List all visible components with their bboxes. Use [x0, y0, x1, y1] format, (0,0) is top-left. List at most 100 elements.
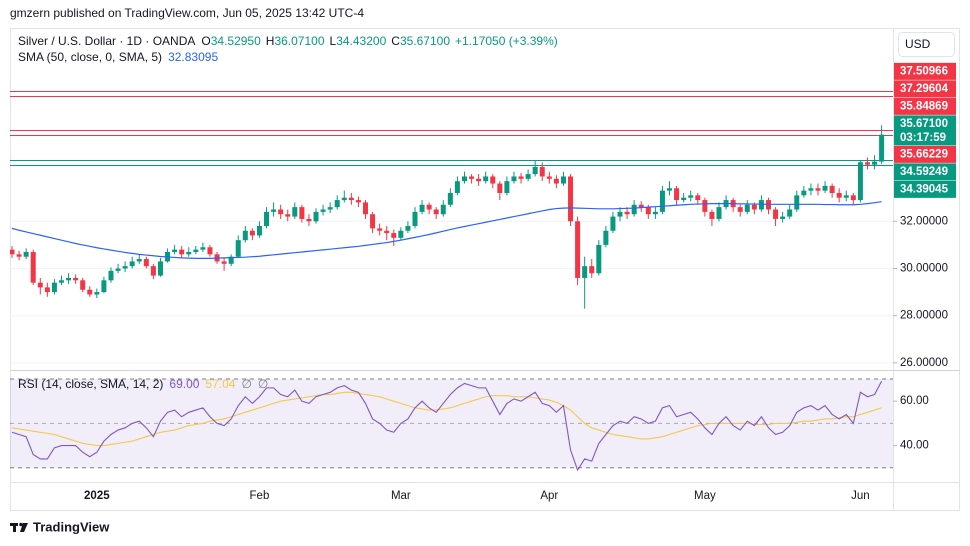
candle-body	[539, 167, 545, 177]
candle-body	[306, 218, 312, 222]
currency-button[interactable]	[898, 32, 955, 57]
y-tick-label: 30.00000	[900, 263, 948, 275]
rsi-line	[11, 380, 883, 472]
candle-body	[469, 176, 475, 179]
price-label: 37.50966	[900, 65, 948, 77]
candle-body	[285, 214, 291, 217]
price-label: 03:17:59	[900, 132, 946, 144]
logo-part	[19, 522, 23, 527]
candle-body	[384, 230, 390, 234]
candle-body	[242, 230, 248, 241]
candle-body	[560, 176, 566, 184]
price-label-box	[894, 62, 956, 80]
candle-body	[568, 176, 574, 222]
candle-body	[66, 277, 72, 281]
candle-body	[271, 209, 277, 212]
symbol-title: Silver / U.S. Dollar · 1D · OANDA	[18, 34, 195, 48]
candle-body	[518, 176, 524, 179]
candle-body	[454, 181, 460, 193]
candle-body	[702, 200, 708, 212]
ohlc-key: O	[201, 34, 210, 48]
price-change: +1.17050 (+3.39%)	[455, 34, 558, 48]
ohlc-value: 34.52950	[211, 34, 261, 48]
y-tick-label: 32.00000	[900, 215, 948, 227]
indicator-na: ∅	[241, 377, 251, 391]
candle-body	[659, 190, 665, 212]
candle-body	[200, 247, 206, 250]
candle-body	[58, 280, 64, 283]
candle-body	[334, 200, 340, 208]
candle-body	[341, 197, 347, 201]
candle-body	[150, 266, 156, 276]
price-label: 35.67100	[900, 118, 948, 130]
candle-body	[405, 226, 411, 231]
rsi-line	[11, 391, 882, 447]
price-label: 37.29604	[900, 83, 949, 95]
candle-body	[228, 256, 234, 264]
candle-body	[207, 247, 213, 255]
candle-body	[30, 251, 36, 283]
candle-body	[695, 195, 701, 201]
sma-line	[11, 201, 882, 259]
candle-body	[589, 266, 595, 274]
candle-body	[688, 195, 694, 198]
candle-body	[94, 292, 100, 295]
candle-body	[716, 207, 722, 219]
footer-brand: TradingView	[33, 519, 110, 534]
publish-header: gmzern published on TradingView.com, Jun…	[10, 6, 364, 20]
chart-frame	[10, 28, 960, 511]
x-tick-label: Jun	[851, 490, 870, 502]
price-label-box	[894, 97, 956, 115]
y-tick-label: 28.00000	[900, 310, 948, 322]
candle-body	[872, 161, 878, 165]
y-tick-label: 40.00	[900, 440, 929, 452]
candle-body	[850, 195, 856, 201]
ohlc-key: C	[391, 34, 400, 48]
candle-body	[674, 188, 680, 201]
candle-body	[16, 254, 22, 257]
candle-body	[667, 188, 673, 191]
legend: Silver / U.S. Dollar · 1D · OANDA O34.529…	[18, 34, 558, 48]
candle-body	[249, 230, 255, 236]
candle-body	[808, 188, 814, 191]
candle-body	[483, 176, 489, 182]
candle-body	[617, 211, 623, 217]
candle-body	[511, 176, 517, 182]
candle-body	[504, 181, 510, 193]
candle-body	[857, 162, 863, 201]
price-label-box	[894, 80, 956, 98]
candle-body	[221, 261, 227, 264]
x-tick-label: 2025	[84, 490, 110, 502]
candle-body	[129, 261, 135, 267]
candle-body	[773, 209, 779, 219]
ohlc-value: 34.43200	[336, 34, 386, 48]
candle-body	[447, 192, 453, 205]
candle-body	[461, 176, 467, 182]
candle-body	[433, 209, 439, 215]
price-label: 35.84869	[900, 100, 948, 112]
candle-body	[737, 207, 743, 212]
x-tick-label: Mar	[391, 490, 411, 502]
candle-body	[836, 192, 842, 198]
price-label-box	[894, 145, 956, 163]
candle-body	[751, 204, 757, 210]
candle-body	[532, 167, 538, 175]
candle-body	[370, 214, 376, 229]
candle-body	[815, 188, 821, 191]
candle-body	[320, 209, 326, 212]
candle-body	[157, 261, 163, 276]
candle-body	[843, 195, 849, 198]
candle-body	[355, 200, 361, 203]
candle-body	[440, 204, 446, 215]
logo-part	[20, 523, 28, 532]
indicator-name: RSI (14, close, SMA, 14, 2)	[18, 377, 163, 391]
candle-body	[186, 251, 192, 255]
indicator-name: SMA (50, close, 0, SMA, 5)	[18, 50, 162, 64]
candle-body	[864, 162, 870, 165]
price-label-box	[894, 180, 956, 198]
candle-body	[327, 207, 333, 210]
candle-body	[87, 289, 93, 295]
currency-label[interactable]: USD	[905, 37, 931, 51]
candle-body	[610, 216, 616, 231]
